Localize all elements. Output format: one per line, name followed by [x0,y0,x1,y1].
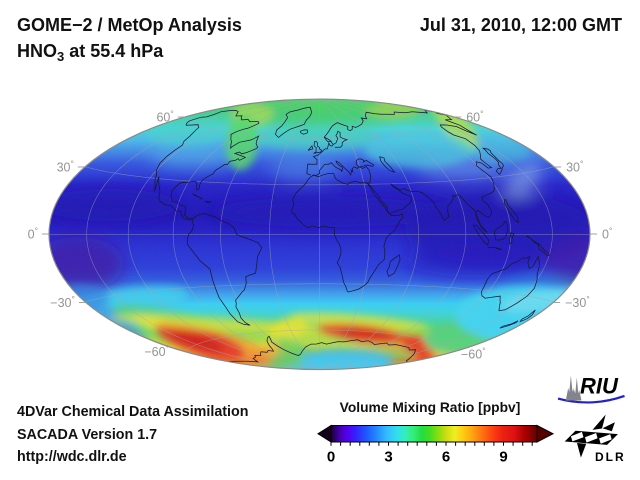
svg-text:30°: 30° [57,159,74,175]
svg-text:0°: 0° [28,226,38,242]
svg-text:RIU: RIU [580,374,619,399]
svg-text:0°: 0° [602,226,612,242]
svg-text:60°: 60° [156,109,173,125]
svg-text:−30°: −30° [565,294,590,310]
svg-text:6: 6 [442,449,450,466]
svg-text:9: 9 [499,449,507,466]
svg-text:60°: 60° [466,109,483,125]
svg-text:0: 0 [327,449,335,466]
svg-text:−60°: −60° [144,343,169,359]
svg-text:−30°: −30° [50,294,75,310]
svg-text:DLR: DLR [595,450,626,464]
svg-text:3: 3 [384,449,392,466]
svg-text:−60°: −60° [461,346,486,362]
svg-text:30°: 30° [566,159,583,175]
